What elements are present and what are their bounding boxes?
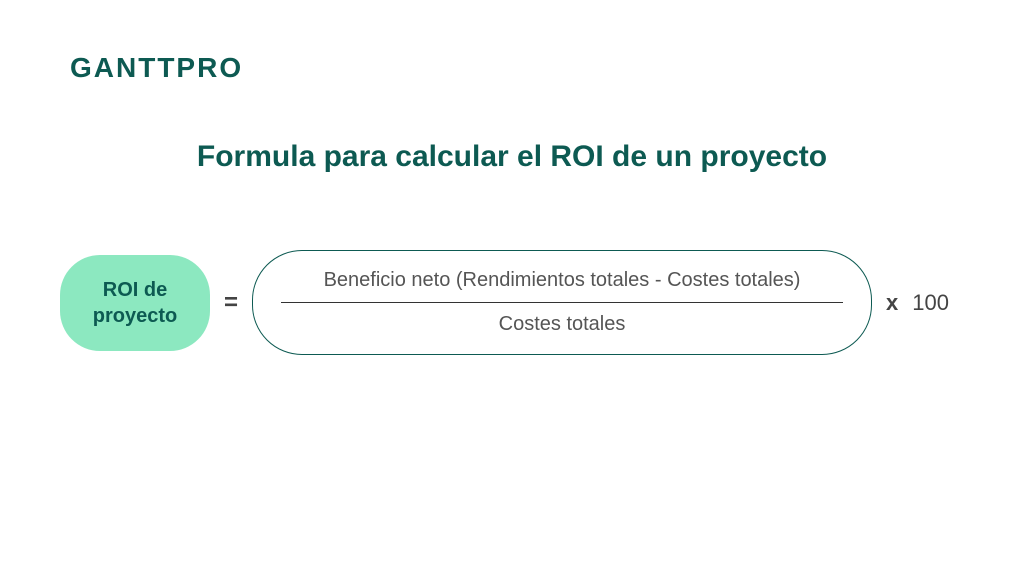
multiply-operator: x <box>886 290 898 316</box>
result-pill-line1: ROI de <box>90 277 180 303</box>
result-pill-line2: proyecto <box>90 303 180 329</box>
equals-operator: = <box>224 289 238 317</box>
fraction-denominator: Costes totales <box>499 313 626 336</box>
brand-logo: GANTTPRO <box>70 52 243 84</box>
fraction-divider <box>281 302 843 303</box>
page-title: Formula para calcular el ROI de un proye… <box>0 140 1024 174</box>
result-pill: ROI de proyecto <box>60 255 210 351</box>
fraction-pill: Beneficio neto (Rendimientos totales - C… <box>252 250 872 355</box>
constant-hundred: 100 <box>912 290 949 316</box>
fraction-numerator: Beneficio neto (Rendimientos totales - C… <box>324 269 801 292</box>
formula-container: ROI de proyecto = Beneficio neto (Rendim… <box>60 250 984 355</box>
